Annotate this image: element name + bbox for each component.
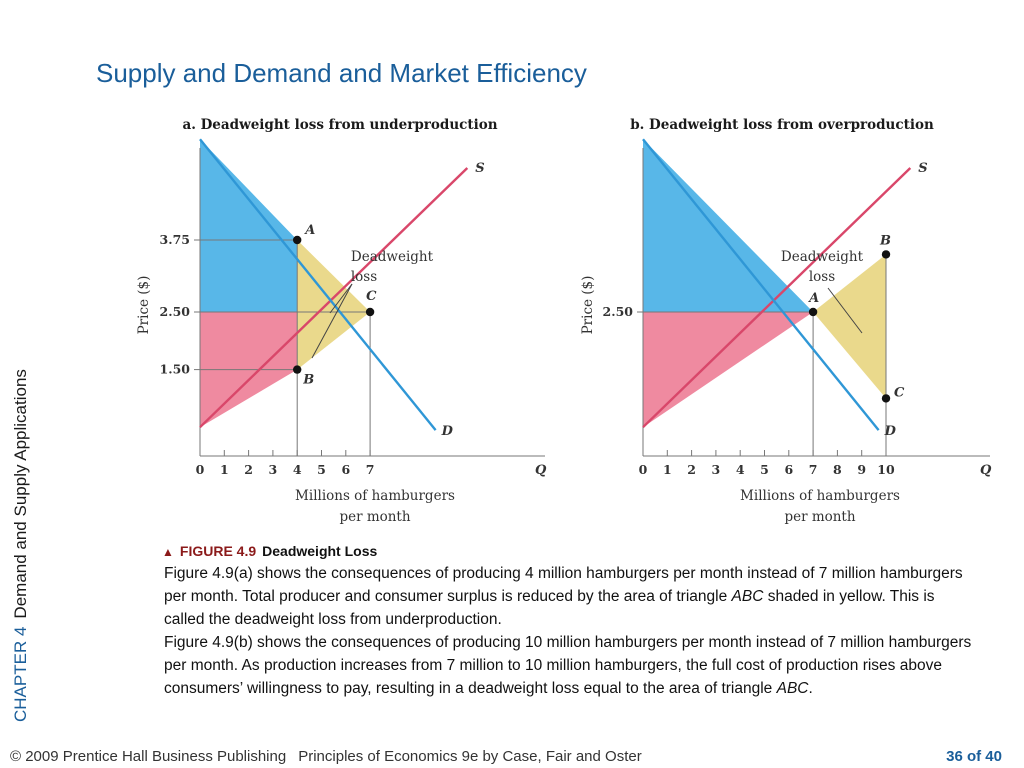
x-tick-label: 3 [712, 462, 721, 477]
slide-title: Supply and Demand and Market Efficiency [96, 58, 587, 88]
panel-a-title: a. Deadweight loss from underproduction [182, 117, 497, 133]
panel-b-title: b. Deadweight loss from overproduction [630, 117, 934, 133]
panel-a-y-ticks: 3.75 2.50 1.50 [160, 232, 200, 377]
panel-b-demand-label: D [884, 424, 897, 439]
panel-b-x-axis-label-line2: per month [784, 509, 855, 525]
point-a-marker [293, 235, 302, 245]
page-number: 36 of 40 [946, 748, 1002, 765]
caption-a-triangle: ABC [731, 588, 764, 605]
point-c-label: C [366, 289, 377, 304]
x-tick-label: 7 [809, 462, 818, 477]
point-c-marker [881, 394, 891, 403]
panel-b-supply-curve [642, 167, 912, 429]
panel-a-y-axis-label: Price ($) [136, 276, 152, 335]
panel-a-points: A B C [293, 223, 377, 388]
panel-a-annotation-line2: loss [351, 269, 377, 285]
caption-a-text: Figure 4.9(a) shows the consequences of … [164, 565, 963, 605]
point-a-label: A [807, 291, 819, 306]
x-tick-label: 10 [877, 462, 895, 477]
x-tick-label: 0 [639, 462, 648, 477]
panel-a-annotation-leader-1 [329, 283, 353, 314]
figure-caption: ▲ FIGURE 4.9 Deadweight Loss Figure 4.9(a)… [162, 543, 977, 700]
panel-b-y-axis-label: Price ($) [580, 276, 596, 335]
figure-name: Deadweight Loss [262, 543, 378, 559]
panel-a-underproduction: a. Deadweight loss from underproduction … [136, 117, 547, 525]
panel-b-deadweight-loss-region [813, 254, 886, 399]
x-tick-label: 2 [687, 462, 696, 477]
x-tick-label: 6 [784, 462, 793, 477]
panel-b-x-ticks: 0 1 2 3 4 5 6 7 8 9 10 [639, 450, 895, 477]
x-tick-label: 7 [366, 462, 375, 477]
panel-a-x-axis-label-line2: per month [339, 509, 410, 525]
panel-b-reference-lines [643, 254, 887, 456]
x-tick-label: 2 [244, 462, 253, 477]
x-tick-label: 0 [196, 462, 205, 477]
book-title: Principles of Economics 9e by Case, Fair… [298, 748, 642, 765]
panel-b-demand-curve [642, 138, 880, 431]
panel-a-annotation-line1: Deadweight [351, 249, 434, 265]
panel-b-points: A B C [807, 233, 905, 403]
x-tick-label: 4 [736, 462, 745, 477]
x-tick-label: 4 [293, 462, 302, 477]
chapter-number: CHAPTER 4 [11, 626, 30, 722]
x-tick-label: 1 [220, 462, 229, 477]
x-tick-label: 8 [833, 462, 842, 477]
panel-b-annotation-line2: loss [809, 269, 835, 285]
panel-a-supply-curve [199, 167, 469, 429]
panel-a-annotation-leader-2 [311, 283, 353, 359]
x-tick-label: 3 [269, 462, 278, 477]
point-c-marker [365, 307, 375, 317]
panel-a-x-axis-label-line1: Millions of hamburgers [295, 488, 455, 504]
panel-a-supply-label: S [475, 161, 484, 176]
panel-b-consumer-surplus-region [643, 139, 814, 312]
caption-b-text: Figure 4.9(b) shows the consequences of … [164, 634, 972, 697]
figure-heading: ▲ FIGURE 4.9 Deadweight Loss [162, 543, 977, 559]
panel-b-overproduction: b. Deadweight loss from overproduction 0… [580, 117, 992, 525]
footer: © 2009 Prentice Hall Business Publishing… [0, 742, 1024, 768]
panel-b-annotation-line1: Deadweight [781, 249, 864, 265]
point-b-marker [881, 250, 891, 259]
footer-credits: © 2009 Prentice Hall Business Publishing… [10, 748, 642, 765]
point-a-marker [808, 307, 818, 317]
copyright-text: © 2009 Prentice Hall Business Publishing [10, 748, 287, 765]
y-tick-label: 2.50 [160, 304, 191, 319]
panel-b-deadweight-annotation: Deadweight loss [781, 249, 864, 334]
panel-b-y-ticks: 2.50 [603, 304, 643, 319]
caption-b-triangle: ABC [776, 680, 809, 697]
caption-paragraph-b: Figure 4.9(b) shows the consequences of … [164, 631, 977, 700]
panel-a-demand-curve [199, 138, 437, 431]
x-tick-label: 5 [317, 462, 326, 477]
point-c-label: C [894, 385, 905, 400]
panel-b-x-axis-label-line1: Millions of hamburgers [740, 488, 900, 504]
y-tick-label: 3.75 [160, 232, 190, 247]
panel-a-q-axis-label: Q [535, 463, 547, 478]
caption-paragraph-a: Figure 4.9(a) shows the consequences of … [164, 562, 977, 631]
point-b-marker [293, 365, 302, 374]
y-tick-label: 1.50 [160, 362, 191, 377]
panel-b-supply-label: S [918, 161, 927, 176]
point-b-label: B [302, 373, 314, 388]
x-tick-label: 6 [341, 462, 350, 477]
y-tick-label: 2.50 [603, 304, 634, 319]
x-tick-label: 9 [857, 462, 866, 477]
deadweight-loss-figure: a. Deadweight loss from underproduction … [136, 117, 992, 525]
x-tick-label: 5 [760, 462, 769, 477]
figure-number: FIGURE 4.9 [179, 543, 257, 559]
triangle-bullet-icon: ▲ [162, 545, 174, 559]
x-tick-label: 1 [663, 462, 672, 477]
point-a-label: A [303, 223, 315, 238]
panel-a-deadweight-annotation: Deadweight loss [311, 249, 434, 359]
panel-b-q-axis-label: Q [980, 463, 992, 478]
panel-a-consumer-surplus-region [200, 139, 298, 312]
caption-b-text-end: . [808, 680, 813, 697]
point-b-label: B [879, 233, 891, 248]
caption-a-text-end: shaded in yellow. This is called the dea… [164, 588, 935, 628]
panel-b-annotation-leader [827, 287, 863, 334]
panel-b-producer-surplus-region [643, 312, 814, 428]
panel-a-demand-label: D [441, 424, 454, 439]
